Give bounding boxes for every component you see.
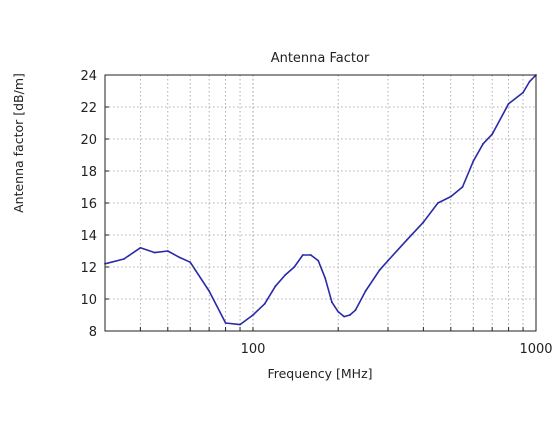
y-tick-label: 14 [80, 229, 97, 244]
data-point [337, 310, 340, 313]
y-tick-label: 12 [80, 261, 97, 276]
data-point [472, 160, 475, 163]
data-point [522, 91, 524, 94]
data-point [274, 285, 277, 288]
data-point [324, 277, 327, 280]
y-tick-label: 8 [89, 325, 97, 340]
data-point [406, 238, 408, 241]
data-point [252, 314, 254, 316]
y-tick-label: 20 [80, 133, 97, 148]
plot-background [105, 75, 536, 331]
data-point [139, 246, 142, 249]
data-point [208, 290, 211, 292]
data-point [461, 186, 464, 188]
data-point [482, 142, 484, 145]
data-point [491, 133, 494, 136]
data-point [343, 315, 346, 318]
data-point [348, 314, 351, 316]
y-tick-label: 24 [80, 69, 97, 84]
data-point [224, 322, 227, 324]
data-point [330, 301, 333, 304]
data-point [449, 195, 452, 198]
data-point [436, 202, 439, 204]
y-tick-label: 10 [80, 293, 97, 308]
tick-labels: 8 10 12 14 16 18 20 22 24 100 1000 [80, 69, 552, 357]
data-point [123, 258, 125, 260]
x-tick-label: 1000 [519, 342, 552, 357]
x-tick-label: 100 [241, 342, 266, 357]
y-tick-label: 16 [80, 197, 97, 212]
data-point [422, 221, 425, 224]
y-tick-label: 18 [80, 165, 97, 180]
data-point [507, 102, 510, 105]
data-point [293, 266, 296, 268]
y-axis-title: Antenna factor [dB/m] [11, 73, 26, 213]
data-point [364, 290, 367, 292]
data-point [387, 259, 389, 262]
grid [105, 75, 536, 331]
data-point [317, 259, 320, 262]
data-point [284, 274, 287, 276]
data-point [301, 254, 304, 256]
ticks [105, 106, 524, 331]
data-point [354, 309, 357, 312]
data-point [263, 302, 266, 305]
y-tick-label: 22 [80, 101, 97, 116]
data-point [189, 261, 192, 264]
data-point [239, 323, 241, 326]
data-point [309, 254, 312, 256]
data-point [378, 269, 381, 272]
chart-title: Antenna Factor [271, 51, 370, 66]
x-axis-title: Frequency [MHz] [267, 366, 372, 381]
data-point [528, 80, 531, 83]
plot-frame [104, 74, 537, 332]
data-point [166, 250, 169, 252]
data-point [153, 251, 156, 254]
data-point [178, 256, 181, 259]
